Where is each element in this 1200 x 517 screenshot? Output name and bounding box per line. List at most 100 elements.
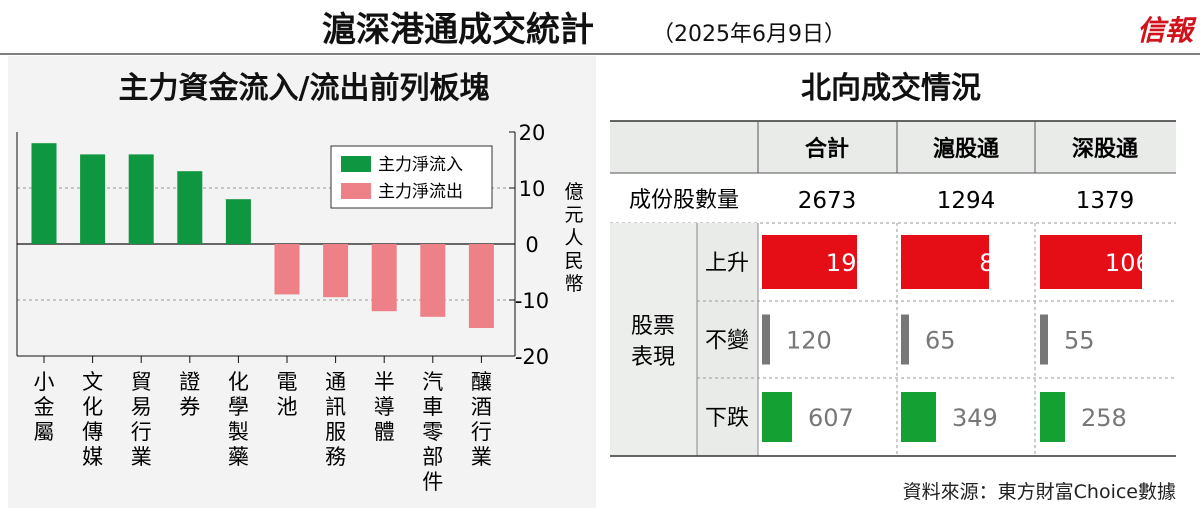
x-tick-label-char: 池 xyxy=(277,395,298,419)
y-tick-label: -20 xyxy=(515,345,549,369)
constituents-sz: 1379 xyxy=(1076,188,1135,214)
x-tick-label-char: 貿 xyxy=(131,370,152,394)
performance-row-label: 下跌 xyxy=(705,406,749,431)
x-tick-label-char: 體 xyxy=(374,420,395,444)
constituents-sh: 1294 xyxy=(937,188,996,214)
inflow-bar xyxy=(31,143,57,244)
performance-value: 120 xyxy=(786,327,832,355)
x-tick-label-char: 業 xyxy=(131,445,152,469)
brand-logo: 信報 xyxy=(1137,14,1197,47)
x-tick-label-char: 易 xyxy=(131,395,152,419)
x-tick-label-char: 導 xyxy=(374,395,395,419)
y-tick-label: -10 xyxy=(515,289,549,313)
x-tick-label-char: 服 xyxy=(325,420,346,444)
x-tick-label-char: 電 xyxy=(277,370,298,394)
x-tick-label-char: 行 xyxy=(131,420,152,444)
page-title: 滬深港通成交統計 xyxy=(322,10,594,50)
performance-row-label: 上升 xyxy=(705,251,749,276)
performance-bar xyxy=(762,392,792,442)
right-panel-title: 北向成交情況 xyxy=(801,71,981,106)
x-tick-label-char: 半 xyxy=(374,370,395,394)
x-tick-label-char: 務 xyxy=(325,445,346,469)
x-tick-label-char: 媒 xyxy=(82,445,103,469)
table-header-bg xyxy=(610,121,1176,173)
col-header-sh: 滬股通 xyxy=(933,136,999,162)
x-tick-label-char: 製 xyxy=(228,420,249,444)
inflow-bar xyxy=(128,154,154,244)
x-tick-label-char: 酒 xyxy=(471,395,492,419)
inflow-bar xyxy=(80,154,106,244)
performance-bar xyxy=(762,235,857,289)
outflow-bar xyxy=(468,244,494,328)
x-tick-label-char: 傳 xyxy=(82,420,103,444)
performance-value: 258 xyxy=(1081,404,1127,432)
x-tick-label-char: 文 xyxy=(82,370,103,394)
x-tick-label-char: 學 xyxy=(228,395,249,419)
inflow-bar xyxy=(177,171,203,244)
group-label-bg xyxy=(610,223,697,456)
x-tick-label-char: 化 xyxy=(228,370,249,394)
x-tick-label-char: 通 xyxy=(325,370,346,394)
performance-row-label: 不變 xyxy=(705,329,749,354)
chart-legend: 主力淨流入 主力淨流出 xyxy=(330,145,493,209)
y-tick-label: 10 xyxy=(519,177,546,201)
unit-char: 人 xyxy=(564,227,583,249)
header: 滬深港通成交統計 （2025年6月9日） 信報 xyxy=(322,10,1197,50)
y-tick-label: 0 xyxy=(525,233,538,257)
performance-value: 1946 xyxy=(826,249,887,277)
unit-char: 億 xyxy=(564,181,583,203)
outflow-bar xyxy=(323,244,349,298)
performance-value: 55 xyxy=(1064,327,1095,355)
x-tick-label-char: 訊 xyxy=(325,395,346,419)
x-tick-label-char: 車 xyxy=(422,395,443,419)
constituents-total: 2673 xyxy=(798,188,857,214)
performance-bar xyxy=(762,314,770,365)
x-tick-label-char: 屬 xyxy=(34,420,55,444)
performance-value: 349 xyxy=(952,404,998,432)
performance-bar xyxy=(901,235,989,289)
left-panel-title: 主力資金流入/流出前列板塊 xyxy=(119,71,490,106)
date-label: （2025年6月9日） xyxy=(652,22,846,47)
sublabel-bg xyxy=(697,223,758,456)
col-header-total: 合計 xyxy=(805,136,849,162)
unit-char: 元 xyxy=(564,204,583,226)
x-tick-label-char: 汽 xyxy=(422,370,443,394)
performance-value: 65 xyxy=(925,327,956,355)
x-tick-label-char: 釀 xyxy=(471,370,492,394)
unit-char: 幣 xyxy=(564,273,583,295)
outflow-bar xyxy=(420,244,446,317)
x-tick-label-char: 行 xyxy=(471,420,492,444)
inflow-bar xyxy=(225,199,251,244)
northbound-table: 合計 滬股通 深股通 成份股數量 2673 1294 1379 股票 表現 上升… xyxy=(610,120,1176,457)
performance-bar xyxy=(901,392,936,442)
performance-bar xyxy=(1040,392,1065,442)
legend-label-outflow: 主力淨流出 xyxy=(378,182,463,202)
x-tick-label-char: 件 xyxy=(422,470,443,494)
left-panel-bg xyxy=(8,56,596,508)
x-tick-label-char: 小 xyxy=(34,370,55,394)
performance-rows: 上升 1946 880 1066 不變 120 65 55 下跌 607 349 258 xyxy=(705,235,1166,442)
group-label-line1: 股票 xyxy=(631,314,675,339)
performance-bar xyxy=(1040,235,1142,289)
x-tick-label-char: 金 xyxy=(34,395,55,419)
source-note: 資料來源：東方財富Choice數據 xyxy=(903,481,1176,503)
unit-label: 億 元 人 民 幣 xyxy=(564,181,583,295)
unit-char: 民 xyxy=(564,250,583,272)
x-tick-label-char: 業 xyxy=(471,445,492,469)
performance-value: 880 xyxy=(979,249,1025,277)
x-tick-label-char: 證 xyxy=(179,370,200,394)
x-tick-label-char: 零 xyxy=(422,420,443,444)
row-label-constituents: 成份股數量 xyxy=(629,188,739,213)
outflow-bar xyxy=(371,244,397,312)
x-tick-label-char: 藥 xyxy=(228,445,249,469)
outflow-bar xyxy=(274,244,300,295)
performance-bar xyxy=(1040,314,1048,365)
x-tick-label-char: 部 xyxy=(422,445,443,469)
legend-swatch-inflow xyxy=(341,156,371,172)
group-label-line2: 表現 xyxy=(631,345,675,370)
x-tick-label-char: 化 xyxy=(82,395,103,419)
x-tick-label-char: 券 xyxy=(179,395,200,419)
flow-bar-chart: 20100-10-20小金屬文化傳媒貿易行業證券化學製藥電池通訊服務半導體汽車零… xyxy=(16,121,549,494)
performance-value: 1066 xyxy=(1105,249,1166,277)
